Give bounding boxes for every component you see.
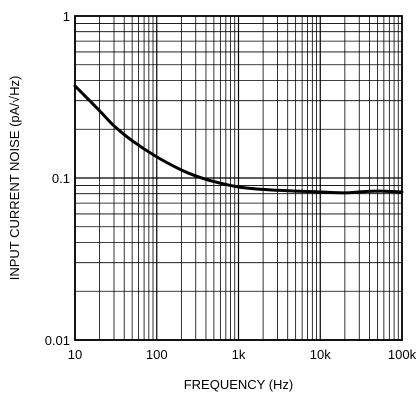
- noise-curve-line: [73, 84, 404, 195]
- y-axis-label: INPUT CURRENT NOISE (pA/√Hz): [7, 76, 22, 281]
- x-tick-label: 100: [146, 347, 168, 362]
- x-tick-label: 100k: [388, 347, 417, 362]
- grid: [74, 16, 402, 341]
- y-tick-label: 1: [63, 9, 70, 24]
- y-tick-label: 0.1: [52, 171, 70, 186]
- x-tick-label: 10k: [310, 347, 331, 362]
- x-axis-label: FREQUENCY (Hz): [184, 377, 294, 392]
- y-tick-label: 0.01: [45, 333, 70, 348]
- plot-frame: [74, 15, 403, 341]
- x-tick-label: 10: [68, 347, 82, 362]
- tick-labels: 10 100 1k 10k 100k 0.01 0.1 1: [45, 9, 417, 362]
- x-tick-label: 1k: [232, 347, 246, 362]
